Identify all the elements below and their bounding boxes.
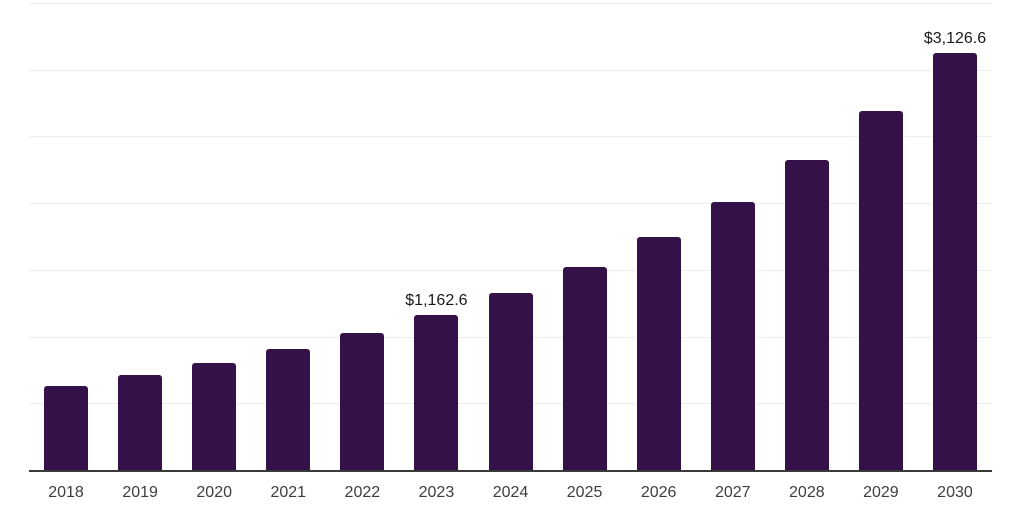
bar-band-2019: [103, 3, 177, 470]
gridline: [29, 136, 992, 138]
bar-band-2023: $1,162.6: [399, 3, 473, 470]
bars-container: $1,162.6 $3,126.6: [29, 3, 992, 470]
bar-2030: [932, 52, 977, 470]
bar-2024: [488, 292, 533, 470]
x-tick-2019: 2019: [122, 484, 158, 501]
bar-band-2028: [770, 3, 844, 470]
bar-2021: [266, 348, 311, 470]
value-label-2030: $3,126.6: [923, 29, 987, 47]
bar-band-2020: [177, 3, 251, 470]
bar-2019: [118, 375, 163, 470]
bar-band-2024: [473, 3, 547, 470]
bar-band-2030: $3,126.6: [918, 3, 992, 470]
x-tick-2025: 2025: [566, 484, 603, 501]
x-tick-2023: 2023: [418, 484, 455, 501]
gridline: [29, 3, 992, 4]
bar-2027: [710, 202, 755, 470]
bar-2022: [340, 332, 385, 470]
bar-band-2021: [251, 3, 325, 470]
x-tick-2020: 2020: [196, 484, 232, 501]
bar-band-2022: [325, 3, 399, 470]
bar-2029: [858, 110, 903, 470]
bar-band-2025: [548, 3, 622, 470]
bar-band-2027: [696, 3, 770, 470]
bar-band-2029: [844, 3, 918, 470]
x-tick-2027: 2027: [714, 484, 751, 501]
x-tick-2024: 2024: [492, 484, 529, 501]
bar-2026: [636, 236, 681, 470]
gridline: [29, 269, 992, 271]
bar-2025: [562, 266, 607, 470]
bar-2018: [44, 385, 89, 470]
bar-2020: [192, 362, 237, 470]
x-tick-2022: 2022: [344, 484, 381, 501]
x-axis: 2018 2019 2020 2021 2022 2023 2024 2025 2026 2027…: [29, 484, 992, 502]
x-tick-2030: 2030: [937, 484, 973, 501]
gridline: [29, 203, 992, 205]
bar-band-2026: [622, 3, 696, 470]
x-tick-2021: 2021: [270, 484, 307, 501]
plot-area: $1,162.6 $3,126.6: [29, 3, 992, 472]
x-tick-2018: 2018: [48, 484, 84, 501]
x-tick-2029: 2029: [863, 484, 899, 501]
bar-band-2018: [29, 3, 103, 470]
x-tick-2026: 2026: [640, 484, 677, 501]
x-tick-2028: 2028: [789, 484, 825, 501]
value-label-2023: $1,162.6: [405, 291, 468, 309]
bar-2023: [414, 314, 459, 470]
gridline: [29, 69, 992, 71]
bar-2028: [784, 159, 829, 470]
